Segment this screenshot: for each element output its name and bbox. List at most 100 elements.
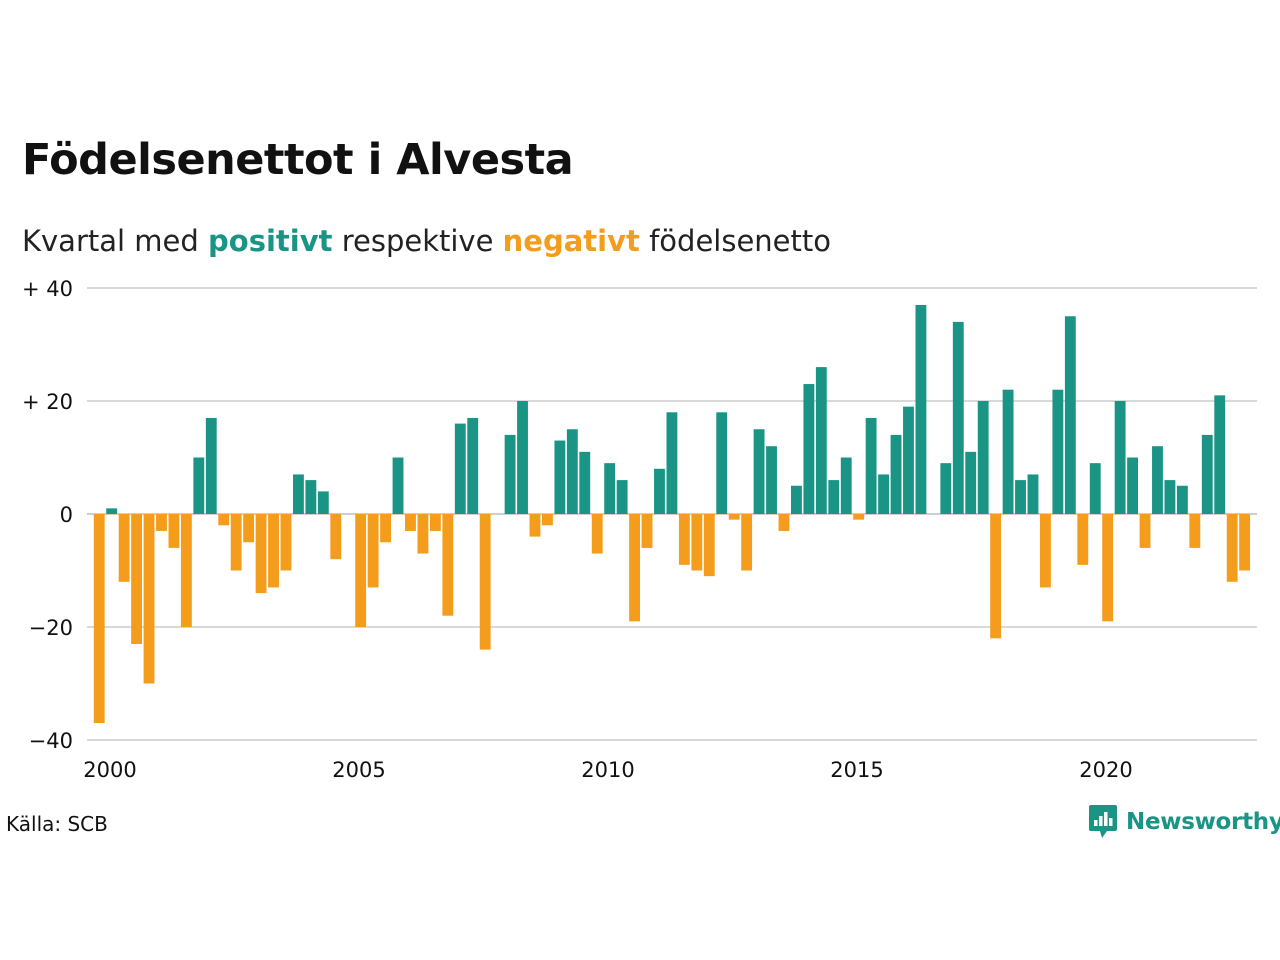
bar-negative: [479, 514, 491, 650]
bar-negative: [542, 514, 553, 526]
y-tick-label: + 40: [22, 277, 73, 301]
bar-negative: [778, 514, 790, 531]
y-tick-label: −40: [29, 729, 73, 753]
bar-positive: [753, 429, 765, 514]
bar-positive: [504, 434, 516, 514]
subtitle-positive-word: positivt: [208, 224, 333, 258]
bar-positive: [815, 367, 827, 514]
y-tick-label: + 20: [22, 390, 73, 414]
bar-negative: [990, 514, 1002, 639]
bar-positive: [940, 463, 952, 514]
bar-positive: [1089, 463, 1101, 514]
subtitle-middle: respektive: [332, 224, 503, 258]
x-tick-label: 2020: [1079, 758, 1132, 782]
bar-positive: [1201, 434, 1213, 514]
x-axis-tick-labels: 2000 2005 2010 2015 2020: [83, 758, 1132, 782]
bar-positive: [205, 417, 217, 514]
x-tick-label: 2010: [581, 758, 634, 782]
bar-negative: [1040, 514, 1051, 588]
bar-positive: [1052, 389, 1064, 514]
bar-positive: [604, 463, 616, 514]
bar-positive: [828, 480, 840, 514]
x-tick-label: 2000: [83, 758, 136, 782]
bar-positive: [878, 474, 889, 514]
bar-positive: [106, 508, 118, 514]
bar-negative: [180, 514, 192, 627]
bar-negative: [1102, 514, 1114, 622]
bar-negative: [591, 514, 603, 554]
bar-negative: [367, 514, 379, 588]
bar-positive: [965, 451, 977, 514]
x-tick-label: 2015: [830, 758, 883, 782]
bar-positive: [915, 304, 927, 514]
bar-positive: [803, 384, 815, 514]
newsworthy-chat-bar-icon: [1089, 805, 1117, 838]
bar-negative: [1189, 514, 1201, 548]
bar-negative: [442, 514, 454, 616]
bar-negative: [118, 514, 130, 582]
y-axis-tick-labels: + 40 + 20 0 −20 −40: [22, 277, 73, 753]
bar-positive: [977, 401, 989, 514]
bar-negative: [1139, 514, 1151, 548]
bar-positive: [616, 480, 628, 514]
bar-negative: [93, 514, 105, 724]
bar-negative: [1077, 514, 1089, 565]
bar-positive: [1152, 446, 1163, 514]
bar-negative: [691, 514, 703, 571]
bar-positive: [766, 446, 777, 514]
bar-negative: [728, 514, 740, 520]
bar-positive: [865, 417, 877, 514]
bar-negative: [230, 514, 242, 571]
bar-negative: [429, 514, 441, 531]
bar-positive: [293, 474, 304, 514]
bar-negative: [330, 514, 342, 560]
bar-positive: [716, 412, 728, 514]
bar-positive: [903, 406, 914, 514]
bar-negative: [143, 514, 155, 684]
subtitle-prefix: Kvartal med: [22, 224, 209, 258]
bar-positive: [392, 457, 404, 514]
bar-positive: [305, 480, 317, 514]
bar-positive: [554, 440, 566, 514]
bar-negative: [529, 514, 541, 537]
bar-positive: [791, 485, 802, 514]
bar-negative: [703, 514, 715, 577]
bar-negative: [741, 514, 753, 571]
bar-negative: [280, 514, 292, 571]
bar-negative: [131, 514, 142, 644]
bar-negative: [417, 514, 429, 554]
source-label: Källa: SCB: [6, 812, 108, 836]
x-tick-label: 2005: [332, 758, 385, 782]
bar-negative: [1226, 514, 1238, 582]
bar-positive: [454, 423, 466, 514]
subtitle-negative-word: negativt: [502, 224, 640, 258]
bar-positive: [654, 468, 665, 514]
bar-negative: [355, 514, 367, 627]
bar-negative: [168, 514, 180, 548]
bar-positive: [1127, 457, 1138, 514]
bar-positive: [1176, 485, 1188, 514]
newsworthy-logo: Newsworthy: [1088, 804, 1280, 840]
bar-positive: [467, 417, 479, 514]
bar-negative: [380, 514, 391, 543]
bar-positive: [566, 429, 578, 514]
bar-positive: [1002, 389, 1014, 514]
bar-positive: [193, 457, 205, 514]
brand-name: Newsworthy: [1126, 809, 1280, 835]
bar-negative: [156, 514, 167, 531]
chart-title: Födelsenettot i Alvesta: [22, 135, 574, 185]
bar-positive: [890, 434, 902, 514]
bar-positive: [1027, 474, 1039, 514]
bar-positive: [1064, 316, 1076, 514]
subtitle-suffix: födelsenetto: [639, 224, 831, 258]
bar-positive: [952, 321, 964, 514]
y-tick-label: −20: [29, 616, 73, 640]
bar-negative: [218, 514, 230, 526]
bar-negative: [255, 514, 267, 594]
bar-positive: [840, 457, 852, 514]
bar-series: [93, 304, 1251, 724]
bar-positive: [666, 412, 678, 514]
bar-negative: [629, 514, 640, 622]
bar-positive: [1164, 480, 1176, 514]
bar-negative: [243, 514, 255, 543]
